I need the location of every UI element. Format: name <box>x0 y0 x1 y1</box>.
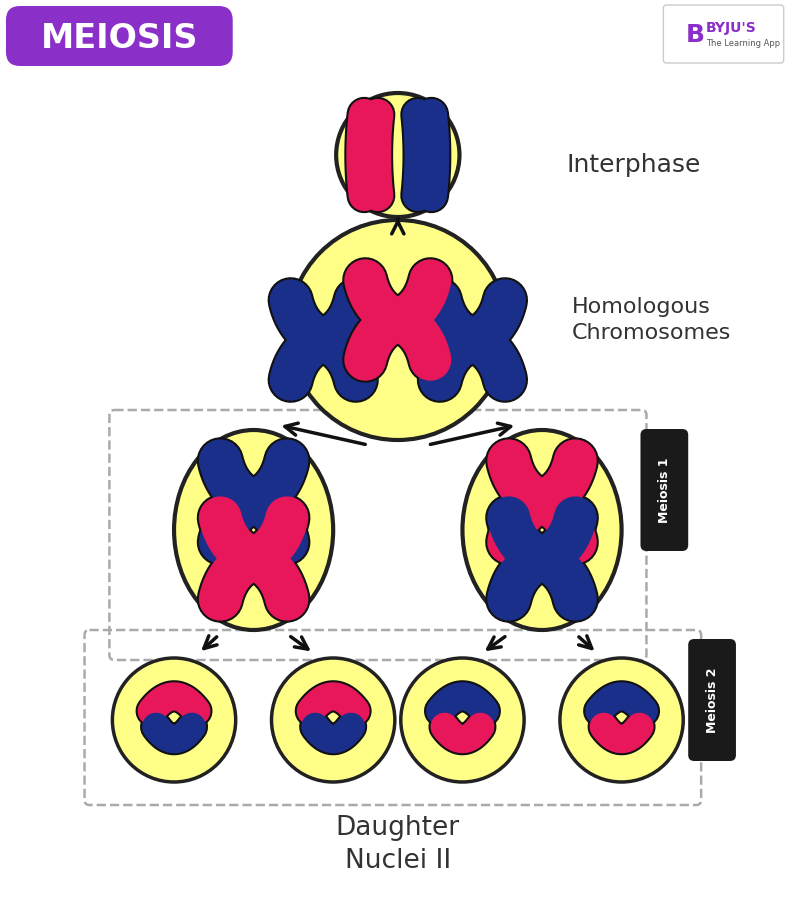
Ellipse shape <box>174 430 333 630</box>
FancyBboxPatch shape <box>663 5 784 63</box>
Text: Daughter
Nuclei II: Daughter Nuclei II <box>336 815 460 874</box>
Text: B: B <box>686 23 706 47</box>
FancyBboxPatch shape <box>641 429 688 551</box>
Text: MEIOSIS: MEIOSIS <box>41 22 198 55</box>
FancyBboxPatch shape <box>688 639 736 761</box>
Circle shape <box>271 658 395 782</box>
Circle shape <box>336 93 459 217</box>
Text: Meiosis 2: Meiosis 2 <box>706 667 718 733</box>
Text: Interphase: Interphase <box>567 153 702 177</box>
Text: Meiosis 1: Meiosis 1 <box>658 457 671 523</box>
Text: Homologous
Chromosomes: Homologous Chromosomes <box>572 297 731 343</box>
Text: BYJU'S: BYJU'S <box>706 21 757 35</box>
Text: The Learning App: The Learning App <box>706 40 780 49</box>
Circle shape <box>401 658 524 782</box>
FancyBboxPatch shape <box>6 6 233 66</box>
Circle shape <box>289 220 507 440</box>
Circle shape <box>560 658 683 782</box>
Circle shape <box>112 658 236 782</box>
Ellipse shape <box>462 430 622 630</box>
